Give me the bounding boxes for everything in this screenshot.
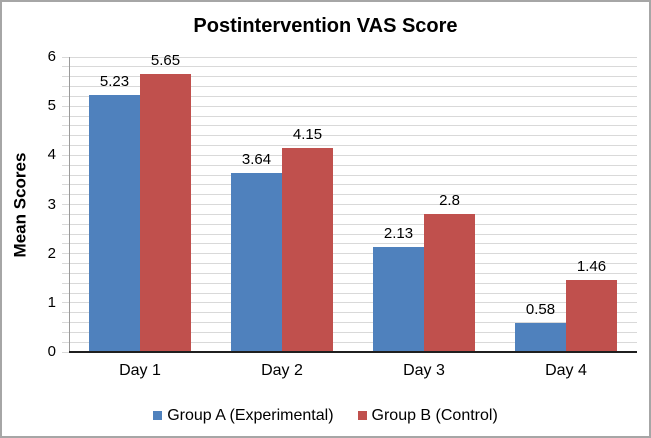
bar-value-label: 2.13 (383, 225, 414, 243)
bar-series2-cat2 (282, 147, 333, 352)
gridline (62, 95, 637, 97)
x-category-label: Day 4 (545, 362, 587, 379)
legend-label: Group B (Control) (371, 407, 498, 424)
x-axis-category-labels: Day 1 Day 2 Day 3 Day 4 (69, 362, 637, 380)
x-category-label: Day 2 (261, 362, 303, 379)
plot-area: 5.23 3.64 2.13 0.58 5.65 4.15 2.8 1.46 (62, 52, 637, 353)
bar-value-label: 0.58 (525, 301, 556, 319)
y-tick-label: 3 (47, 195, 56, 213)
bar-value-label: 2.8 (439, 192, 460, 210)
gridline (62, 115, 637, 117)
y-tick-label: 0 (47, 343, 56, 360)
gridline (62, 322, 637, 323)
y-tick-label: 1 (47, 293, 56, 311)
gridline (62, 145, 637, 146)
gridline (62, 312, 637, 314)
gridline (62, 194, 637, 196)
gridline (62, 174, 637, 176)
y-tick-label: 5 (47, 97, 56, 115)
gridline (62, 272, 637, 274)
gridline (62, 233, 637, 235)
bar-value-label: 3.64 (241, 151, 272, 169)
bar-series2-cat1 (140, 74, 191, 352)
bar-value-label: 1.46 (576, 258, 607, 276)
y-axis-line (69, 57, 70, 352)
gridline (62, 243, 637, 245)
gridline (62, 164, 637, 166)
bar-series1-cat4 (515, 323, 566, 352)
bar-series1-cat2 (231, 173, 282, 352)
legend-swatch-icon (357, 411, 367, 420)
gridline (62, 135, 637, 137)
gridline (62, 302, 637, 304)
legend-label: Group A (Experimental) (167, 407, 334, 424)
x-axis-line (69, 351, 637, 353)
bar-series2-cat4 (566, 280, 617, 352)
gridline (62, 125, 637, 127)
x-category-label: Day 3 (403, 362, 445, 379)
bar-series2-cat3 (424, 214, 475, 352)
x-category-label: Day 1 (119, 362, 161, 379)
y-tick-label: 6 (47, 48, 56, 65)
gridline (62, 204, 637, 205)
gridline (62, 331, 637, 333)
gridline (62, 292, 637, 294)
gridline (62, 213, 637, 215)
y-tick-label: 4 (47, 146, 56, 164)
bar-value-label: 5.65 (150, 52, 181, 70)
bar-series1-cat3 (373, 247, 424, 352)
legend-swatch-icon (153, 411, 163, 420)
gridline (62, 76, 637, 78)
bar-series1-cat1 (89, 94, 140, 352)
bar-value-label: 5.23 (99, 72, 130, 90)
gridline (62, 282, 637, 284)
y-tick-label: 2 (47, 244, 56, 262)
gridline (62, 341, 637, 343)
gridline (62, 253, 637, 255)
gridline (62, 154, 637, 156)
legend-item: Group B (Control) (357, 406, 498, 425)
bar-value-label: 4.15 (292, 125, 323, 143)
chart-title: Postintervention VAS Score (193, 15, 458, 37)
gridline (62, 184, 637, 186)
gridline (62, 105, 637, 107)
gridline (62, 223, 637, 225)
legend-item: Group A (Experimental) (153, 406, 334, 425)
gridline (62, 263, 637, 264)
gridline (62, 56, 637, 58)
gridline (62, 66, 637, 68)
gridline (62, 86, 637, 87)
legend: Group A (Experimental) Group B (Control) (2, 406, 649, 425)
